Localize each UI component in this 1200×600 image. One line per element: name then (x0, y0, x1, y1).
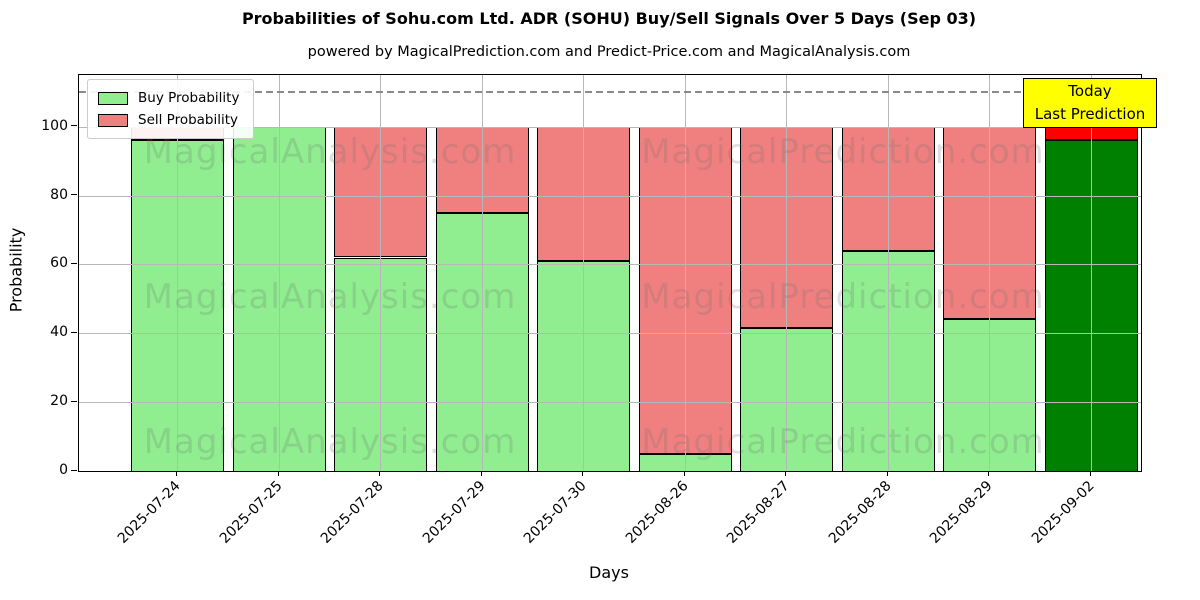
x-tick-mark (785, 471, 787, 476)
gridline-vertical (278, 75, 280, 471)
watermark-left: MagicalAnalysis.com (143, 422, 517, 462)
y-tick-label: 60 (50, 255, 68, 272)
y-tick-label: 80 (50, 186, 68, 203)
gridline-horizontal (79, 126, 1141, 128)
x-axis-label: Days (589, 563, 629, 582)
gridline-vertical (684, 75, 686, 471)
watermark-right: MagicalPrediction.com (641, 132, 1045, 172)
watermark-left: MagicalAnalysis.com (143, 277, 517, 317)
y-tick-mark (71, 262, 77, 265)
y-tick-mark (71, 194, 77, 196)
x-tick-mark (176, 471, 178, 476)
chart-title: Probabilities of Sohu.com Ltd. ADR (SOHU… (241, 9, 977, 28)
y-tick-label: 20 (50, 393, 68, 410)
watermark-right: MagicalPrediction.com (641, 422, 1045, 462)
legend-item-buy: Buy Probability (98, 87, 239, 109)
legend-label-buy: Buy Probability (138, 90, 240, 106)
x-tick-mark (379, 471, 381, 476)
gridline-horizontal (79, 195, 1141, 197)
gridline-vertical (380, 75, 382, 471)
gridline-vertical (786, 75, 788, 471)
legend-item-sell: Sell Probability (98, 109, 239, 131)
y-tick-label: 40 (50, 324, 68, 341)
gridline-vertical (887, 75, 889, 471)
gridline-vertical (583, 75, 585, 471)
gridline-horizontal (79, 264, 1141, 266)
x-tick-mark (683, 471, 685, 476)
y-tick-mark (71, 125, 77, 127)
gridline-vertical (1090, 75, 1092, 471)
gridline-vertical (177, 75, 179, 471)
gridline-vertical (989, 75, 991, 471)
x-tick-mark (277, 471, 279, 476)
y-tick-mark (71, 331, 77, 334)
chart-subtitle: powered by MagicalPrediction.com and Pre… (307, 44, 911, 60)
x-tick-mark (1089, 471, 1091, 476)
y-tick-mark (71, 400, 77, 402)
y-tick-label: 100 (41, 117, 68, 134)
gridline-horizontal (79, 333, 1141, 335)
today-annotation: Today Last Prediction (1023, 78, 1157, 128)
today-annotation-line2: Last Prediction (1034, 104, 1146, 123)
legend-label-sell: Sell Probability (138, 112, 239, 128)
gridline-vertical (481, 75, 483, 471)
gridline-horizontal (79, 402, 1141, 404)
x-tick-mark (886, 471, 888, 476)
legend: Buy Probability Sell Probability (87, 79, 255, 139)
x-tick-mark (988, 471, 990, 476)
legend-swatch-buy (98, 91, 128, 105)
dashed-threshold-line (79, 91, 1141, 93)
y-tick-mark (71, 469, 77, 471)
y-tick-label: 0 (59, 462, 68, 478)
x-tick-mark (480, 471, 482, 476)
x-tick-mark (582, 471, 584, 476)
watermark-right: MagicalPrediction.com (641, 277, 1045, 317)
legend-swatch-sell (98, 113, 128, 127)
plot-area: Buy Probability Sell Probability (78, 74, 1142, 473)
today-annotation-line1: Today (1068, 82, 1112, 100)
